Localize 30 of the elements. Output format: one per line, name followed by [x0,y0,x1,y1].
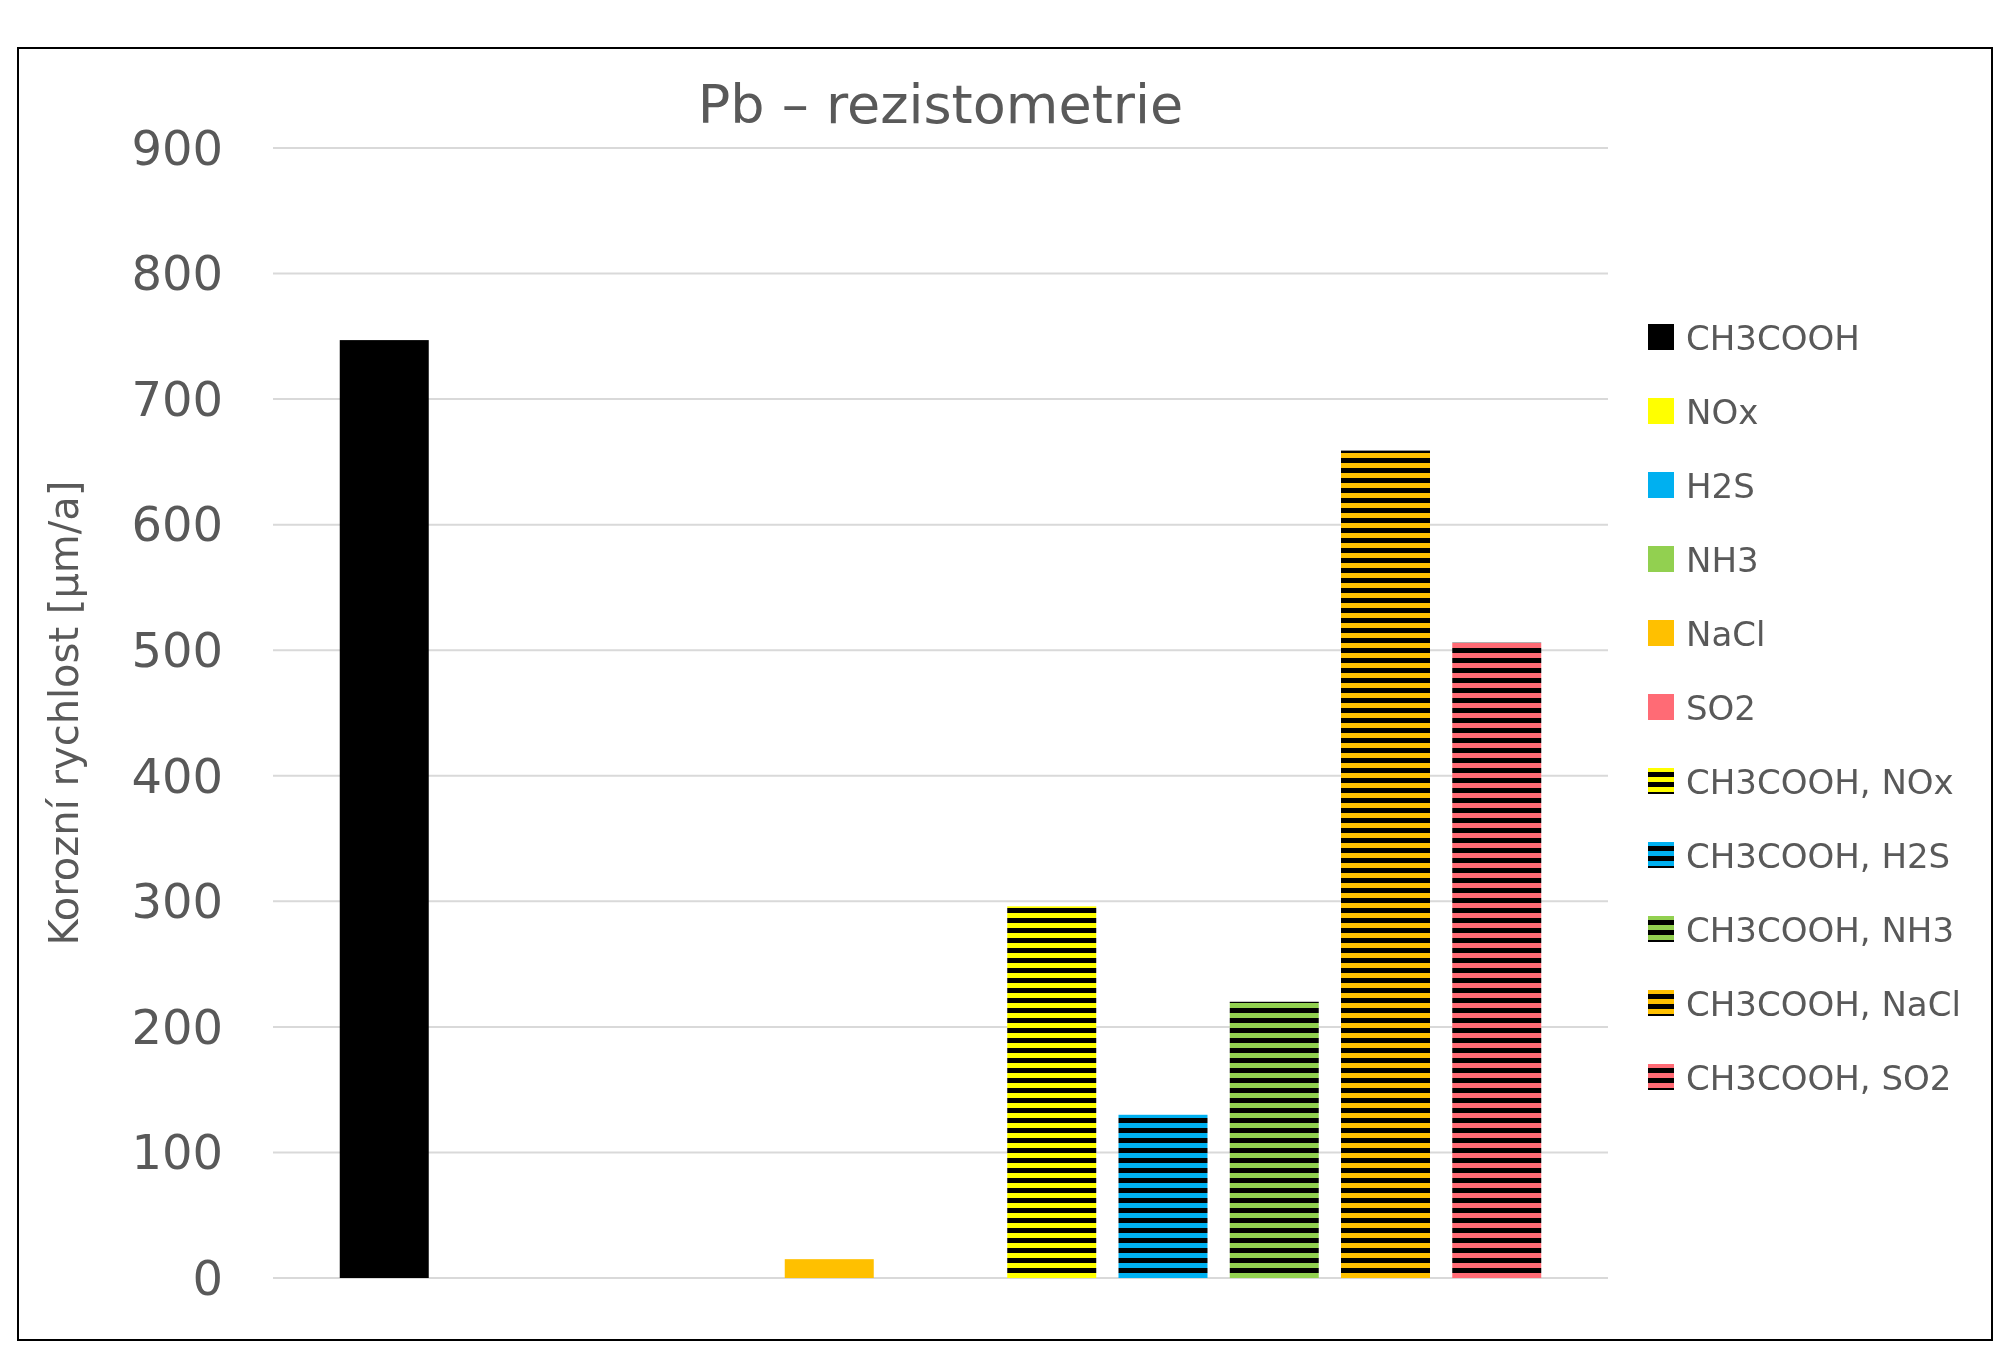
bar [339,340,429,1278]
y-tick-label: 0 [192,1249,223,1306]
legend-label: CH3COOH, H2S [1686,835,1951,876]
y-tick-label: 300 [131,873,223,930]
y-axis-title: Korozní rychlost [µm/a] [41,480,87,946]
legend-label: CH3COOH, NOx [1686,761,1954,802]
y-tick-label: 600 [131,496,223,553]
chart-title: Pb – rezistometrie [697,73,1184,136]
y-tick-label: 200 [131,998,223,1055]
legend-label: CH3COOH, SO2 [1686,1057,1952,1098]
bar [1452,642,1542,1278]
bar [784,1259,874,1278]
legend-label: CH3COOH, NaCl [1686,983,1961,1024]
bar [1118,1114,1208,1278]
legend-label: CH3COOH [1686,317,1860,358]
bar [1229,1001,1319,1278]
y-tick-label: 800 [131,245,223,302]
bar [1341,450,1430,1278]
legend-label: CH3COOH, NH3 [1686,909,1955,950]
y-tick-label: 500 [131,622,223,679]
y-tick-label: 400 [131,747,223,804]
legend-label: NOx [1686,391,1759,432]
y-tick-label: 100 [131,1124,223,1181]
legend-label: NaCl [1686,613,1766,654]
legend-label: H2S [1686,465,1755,506]
legend-label: SO2 [1686,687,1756,728]
y-tick-label: 900 [131,119,223,176]
y-tick-label: 700 [131,370,223,427]
legend-label: NH3 [1686,539,1759,580]
bar [1007,906,1097,1278]
